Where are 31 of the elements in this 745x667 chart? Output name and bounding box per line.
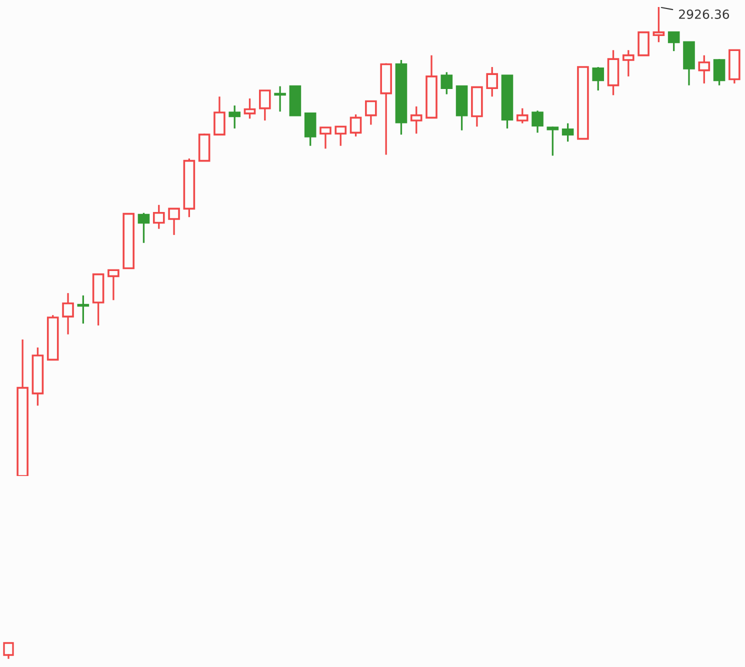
candlestick xyxy=(698,54,710,84)
candlestick xyxy=(350,114,362,138)
candlestick xyxy=(228,104,241,130)
candlestick xyxy=(652,7,665,44)
candlestick xyxy=(320,126,332,150)
candlestick xyxy=(152,204,165,230)
candlestick xyxy=(259,90,271,122)
candlestick xyxy=(668,31,680,52)
candlestick xyxy=(62,292,74,336)
candlestick xyxy=(168,208,180,236)
candlestick xyxy=(77,294,90,324)
candlestick xyxy=(713,58,726,86)
candlestick xyxy=(214,96,226,136)
candlestick xyxy=(638,31,650,56)
candlestick xyxy=(410,106,422,134)
candlestick xyxy=(562,122,574,142)
candlestick xyxy=(304,112,316,147)
candlestick xyxy=(592,66,604,92)
candlestick xyxy=(622,49,634,78)
candlestick xyxy=(138,212,150,244)
annotation: 2926.36 xyxy=(679,10,730,19)
candlestick xyxy=(334,126,347,147)
candlestick xyxy=(108,269,120,301)
candlestick xyxy=(532,110,544,134)
candlestick xyxy=(365,100,377,126)
candlestick xyxy=(274,85,286,112)
candlestick xyxy=(486,66,498,98)
candlestick xyxy=(546,126,559,157)
candlestick xyxy=(516,107,528,124)
candlestick xyxy=(440,71,453,96)
candlestick xyxy=(244,98,256,120)
